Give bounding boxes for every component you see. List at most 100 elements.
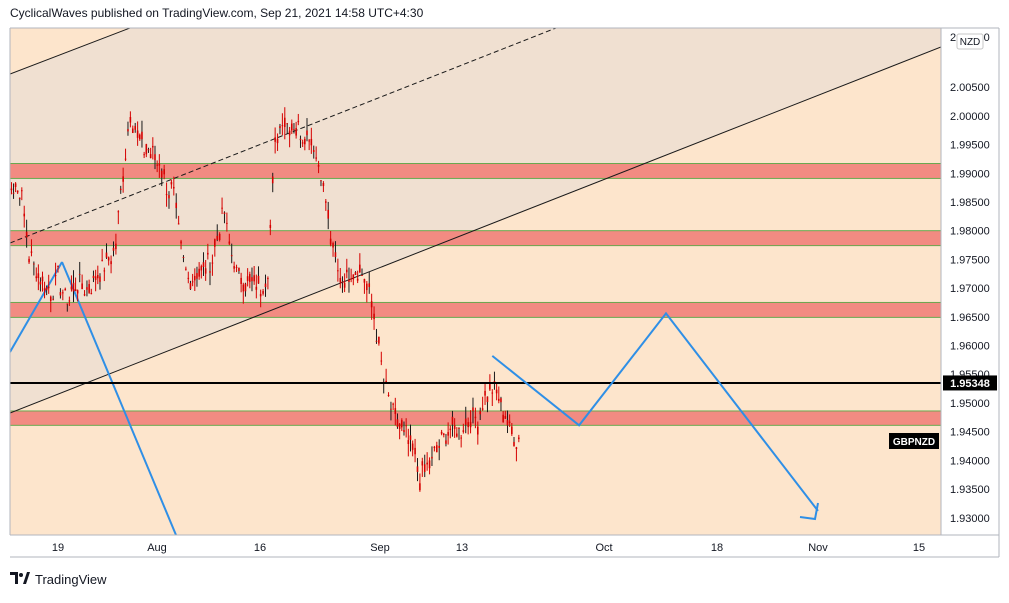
candle-body <box>257 275 260 284</box>
candle-body <box>421 461 424 466</box>
candle-body <box>88 284 90 293</box>
candle-body <box>308 140 310 142</box>
price-tick-label: 1.99500 <box>950 140 990 152</box>
candle-body <box>394 408 397 415</box>
candle-body <box>341 281 344 283</box>
time-tick-label: Sep <box>370 542 390 554</box>
candle-body <box>37 273 40 278</box>
candle-body <box>14 183 17 187</box>
tradingview-brand: TradingView <box>35 572 107 587</box>
candle-body <box>460 437 462 439</box>
candle-body <box>156 164 158 166</box>
candle-body <box>170 182 173 185</box>
candle-body <box>283 117 286 128</box>
candle-body <box>299 138 302 141</box>
candle-body <box>64 288 67 291</box>
candle-body <box>493 381 496 383</box>
candle-body <box>354 272 357 275</box>
candle-body <box>304 138 306 145</box>
candle-body <box>259 293 262 297</box>
candle-body <box>160 170 163 178</box>
candle-body <box>230 254 233 257</box>
price-tick-label: 1.98000 <box>950 226 990 238</box>
candle-body <box>348 279 350 282</box>
last-price-badge <box>943 375 997 391</box>
candle-body <box>279 126 281 129</box>
candle-body <box>165 194 168 196</box>
candle-body <box>274 137 276 142</box>
candle-body <box>191 281 194 283</box>
price-tick-label: 1.93500 <box>950 484 990 496</box>
candle-body <box>119 188 122 191</box>
candle-body <box>327 209 330 219</box>
candle-body <box>226 222 228 224</box>
candle-body <box>329 238 332 245</box>
candle-body <box>152 145 154 148</box>
candle-body <box>416 466 419 472</box>
time-axis[interactable] <box>10 535 999 557</box>
candle-body <box>264 283 267 288</box>
candle-body <box>467 422 469 428</box>
candle-body <box>445 440 447 444</box>
time-tick-label: Oct <box>595 542 612 554</box>
candle-body <box>21 190 23 192</box>
channel-middle-dashed-line <box>10 28 557 244</box>
candle-body <box>334 252 337 258</box>
candle-body <box>131 128 134 134</box>
candle-body <box>218 233 221 240</box>
candle-body <box>508 421 511 423</box>
left-forecast-line-down <box>61 261 177 535</box>
candle-body <box>124 158 127 160</box>
candle-body <box>35 276 38 279</box>
candle-body <box>500 398 502 403</box>
candle-body <box>378 336 380 344</box>
candle-body <box>187 277 190 279</box>
time-tick-label: 18 <box>711 542 723 554</box>
candle-body <box>70 286 73 290</box>
candle-body <box>175 202 178 209</box>
candle-body <box>458 427 460 429</box>
price-tick-label: 1.96500 <box>950 312 990 324</box>
candle-body <box>370 301 373 308</box>
candle-body <box>39 281 42 285</box>
candle-body <box>200 266 203 271</box>
candle-body <box>90 292 93 294</box>
candle-body <box>301 142 304 144</box>
candle-body <box>288 130 291 136</box>
candle-body <box>198 268 200 277</box>
price-tick-label: 2.00000 <box>950 111 990 123</box>
candle-body <box>168 195 170 199</box>
tradingview-footer: TradingView <box>10 572 107 587</box>
candle-body <box>182 256 185 258</box>
candle-body <box>86 287 88 290</box>
candle-body <box>194 275 196 281</box>
price-tick-label: 1.97000 <box>950 283 990 295</box>
candle-body <box>477 426 479 435</box>
price-axis[interactable] <box>941 28 999 535</box>
candle-body <box>62 292 64 294</box>
candle-body <box>474 416 477 419</box>
symbol-badge <box>889 433 939 449</box>
candle-body <box>105 252 108 258</box>
price-tick-label: 1.99000 <box>950 168 990 180</box>
candle-body <box>440 431 443 434</box>
candle-body <box>110 261 112 265</box>
left-forecast-line-up <box>10 261 63 353</box>
candle-body <box>310 138 313 146</box>
candle-body <box>228 241 231 244</box>
candle-body <box>28 258 30 263</box>
candle-body <box>295 128 297 136</box>
candle-body <box>332 243 334 248</box>
candle-body <box>293 129 295 131</box>
candle-body <box>442 433 445 435</box>
candle-body <box>204 268 207 274</box>
candle-body <box>41 276 44 282</box>
tradingview-logo-icon <box>10 572 30 587</box>
candle-body <box>290 123 293 131</box>
candle-body <box>54 275 57 277</box>
candle-body <box>244 283 247 292</box>
candle-body <box>122 176 124 182</box>
candle-body <box>337 270 339 272</box>
